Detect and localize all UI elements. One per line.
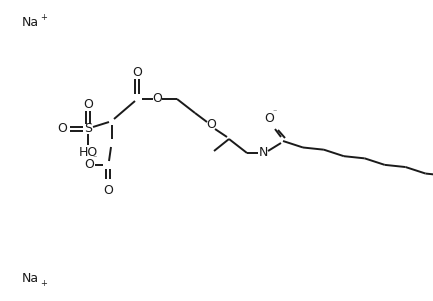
Text: O: O [57,123,67,135]
Text: ⁻: ⁻ [273,107,277,116]
Text: O: O [83,98,93,110]
Text: Na: Na [22,17,39,29]
Text: HO: HO [78,147,97,160]
Text: +: + [40,280,47,288]
Text: N: N [259,147,268,160]
Text: Na: Na [22,272,39,286]
Text: O: O [84,157,94,170]
Text: O: O [206,119,216,132]
Text: S: S [84,123,92,135]
Text: O: O [132,66,142,79]
Text: O: O [152,92,162,105]
Text: ⁻: ⁻ [93,154,97,163]
Text: O: O [264,113,274,126]
Text: O: O [103,184,113,197]
Text: +: + [40,14,47,23]
